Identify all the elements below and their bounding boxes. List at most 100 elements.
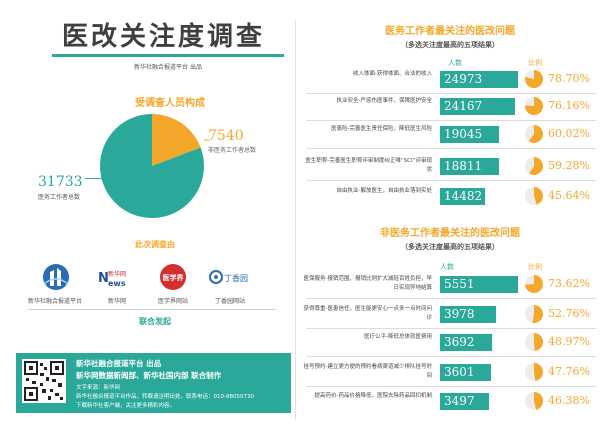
percent-label: 78.70% [548, 72, 590, 85]
collab-divider [28, 309, 276, 310]
dxy-logo: 丁香园 [208, 262, 252, 292]
respondents-pie-chart: 7540 非医务工作者总数 31733 [100, 114, 256, 218]
pie-slices [100, 114, 204, 218]
percent-pie [525, 97, 543, 115]
percent-label: 46.38% [548, 394, 590, 407]
bar: 24973 [440, 71, 518, 88]
footer-line-2: 新华网数据新闻部、新华社国内部 联合制作 [76, 371, 222, 380]
category-label: 获得尊重-医患信任，医生能更安心一点多一点时间问诊 [303, 306, 433, 321]
bar: 3497 [440, 393, 490, 410]
bar-value-label: 3497 [444, 394, 475, 408]
row-divider [306, 298, 596, 299]
bar-value-label: 19045 [444, 127, 483, 141]
category-label: 提高药价-药品价格降低，医院去除药品回扣机制 [314, 393, 433, 399]
bar: 3601 [440, 364, 491, 381]
sources-title: 此次调查由 [135, 240, 175, 249]
row-divider [306, 148, 596, 149]
source-name-0: 新华社融合报道平台 [27, 298, 82, 305]
percent-pie-fill [534, 392, 543, 410]
bar: 3978 [440, 306, 496, 323]
percent-pie [525, 333, 543, 351]
percent-label: 60.02% [548, 127, 590, 140]
category-label: 医保服务-报销范围、报销比例扩大减轻百姓负担，早日实现异地结算 [303, 276, 433, 291]
row-divider [306, 356, 596, 357]
nonmedical-chart-subtitle: （多选关注度最高的五项结果） [401, 243, 499, 251]
category-label: 医患险-完善医生责任保险，降低医生风险 [331, 126, 432, 132]
nonmedical-chart-title: 非医务工作者最关注的医改问题 [380, 228, 520, 239]
bar: 19045 [440, 126, 500, 143]
xinhua-platform-logo [38, 262, 74, 292]
bar: 24167 [440, 98, 516, 115]
percent-pie-fill [529, 157, 543, 175]
bar-value-label: 3978 [444, 307, 475, 321]
percent-pie-fill [528, 125, 543, 143]
percent-pie-fill [525, 275, 543, 293]
source-name-1: 新华网 [107, 298, 126, 305]
percent-pie-fill [534, 187, 543, 205]
percent-label: 76.16% [548, 99, 590, 112]
percent-label: 47.76% [548, 365, 590, 378]
svg-text:丁香园: 丁香园 [224, 273, 248, 283]
percent-pie-fill [525, 97, 543, 115]
column-divider [295, 20, 296, 420]
joint-initiative-label: 联合发起 [139, 317, 171, 326]
footer-line-1: 新华社融合报道平台 出品 [76, 359, 162, 368]
pie-slice-1 [100, 114, 204, 218]
bar-value-label: 14482 [444, 189, 483, 203]
source-name-2: 医学界网站 [157, 298, 188, 305]
title-underline [52, 54, 284, 57]
percent-pie-fill [534, 333, 543, 351]
percent-label: 73.62% [548, 277, 590, 290]
row-divider [306, 328, 596, 329]
percent-pie [525, 392, 543, 410]
percent-pie [525, 363, 543, 381]
percent-pie [525, 187, 543, 205]
category-label: 挂号预约-建立更方便的预约看病渠道减少排队挂号时间 [303, 364, 433, 379]
category-label: 执业安全-严惩伤医事件，保障医护安全 [336, 98, 433, 104]
pie-label-name-0: 非医务工作者总数 [208, 146, 256, 154]
bar-value-label: 5551 [444, 277, 475, 291]
footer-line-3: 文字来源：新华网 [76, 385, 121, 391]
page-title: 医改关注度调查 [62, 22, 266, 52]
bar: 18811 [440, 158, 499, 175]
category-label: 医疗公平-降低总体就医费用 [364, 334, 432, 340]
bar: 5551 [440, 276, 518, 293]
medical-chart-subtitle: （多选关注度最高的五项结果） [401, 41, 499, 49]
medical-count-caption: 医务工作者总数 [38, 194, 81, 201]
row-divider [306, 93, 596, 94]
category-label: 收入体面-获得体面、合法的收入 [353, 71, 432, 77]
percent-pie [525, 157, 543, 175]
publisher-credit: 新华社融合报道平台 出品 [134, 64, 202, 71]
bar-value-label: 24167 [444, 99, 483, 113]
svg-text:N: N [98, 271, 109, 286]
svg-text:ews: ews [108, 279, 126, 288]
bar-value-label: 24973 [444, 72, 483, 86]
source-name-3: 丁香园网站 [214, 298, 245, 305]
percent-label: 45.64% [548, 189, 590, 202]
category-label: 医生职称-完善医生职称评审制度纠正唯“SCI”评审现状 [305, 158, 432, 173]
row-divider [306, 386, 596, 387]
percent-pie [525, 70, 543, 88]
percent-pie-fill [532, 305, 543, 323]
xinhuanet-logo: N 新华网 ews [96, 262, 136, 292]
respondents-title: 受调查人员构成 [135, 98, 205, 109]
pie-slice-0 [152, 114, 201, 166]
percent-label: 52.76% [548, 307, 590, 320]
row-divider [306, 120, 596, 121]
footer-line-5: 下载新华社客户端，关注更多精彩内容。 [76, 403, 176, 409]
nonmedical-count-header: 人数 [440, 263, 454, 271]
bar-value-label: 18811 [444, 159, 483, 173]
footer-line-4: 新华社融合报道平台作品，转载请注明出处。联系电话：010-88050730 [76, 394, 254, 400]
percent-label: 59.28% [548, 159, 590, 172]
row-divider [306, 180, 596, 181]
yixuejie-logo: 医学界 [155, 262, 191, 292]
bar-value-label: 3601 [444, 365, 475, 379]
bar: 14482 [440, 188, 486, 205]
percent-pie [525, 125, 543, 143]
category-label: 自由执业-解放医生，自由执业落到实处 [336, 188, 433, 194]
bar: 3692 [440, 334, 492, 351]
bar-value-label: 3692 [444, 335, 475, 349]
pie-leader-teal [85, 178, 107, 179]
medical-chart-title: 医务工作者最关注的医改问题 [385, 26, 515, 37]
percent-label: 48.97% [548, 335, 590, 348]
